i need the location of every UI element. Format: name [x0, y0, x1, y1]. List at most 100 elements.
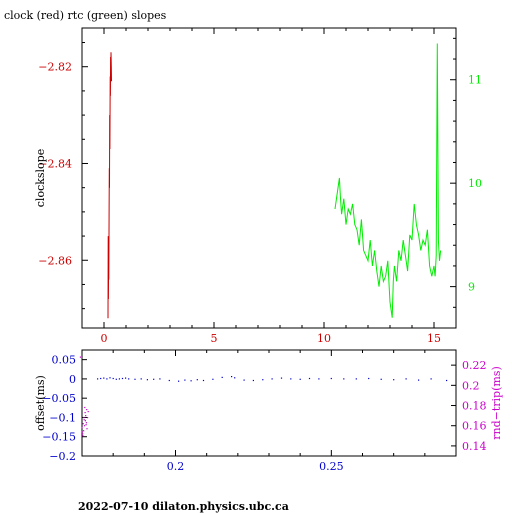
point-offset: [290, 378, 292, 380]
point-offset: [393, 379, 395, 381]
point-rnd-trip: [82, 435, 84, 437]
point-rnd-trip: [83, 419, 85, 421]
point-rnd-trip: [85, 424, 87, 426]
point-rnd-trip: [83, 417, 85, 419]
point-offset: [97, 378, 99, 380]
point-offset: [153, 378, 155, 380]
point-rnd-trip: [84, 406, 86, 409]
point-offset: [159, 378, 161, 380]
y-tick-label-left: −0.1: [49, 411, 76, 424]
y-axis-label-left: offset(ms): [34, 375, 47, 431]
y-tick-label-right: 9: [468, 281, 475, 294]
point-offset: [134, 378, 136, 380]
point-offset: [103, 377, 105, 379]
point-rnd-trip: [85, 422, 87, 424]
point-offset: [308, 377, 311, 380]
y-tick-label-left: −0.15: [42, 431, 76, 444]
point-offset: [109, 377, 111, 379]
y-tick-label-right: 0.16: [462, 420, 487, 433]
point-offset: [418, 379, 420, 381]
point-offset: [184, 379, 186, 381]
point-offset: [280, 377, 283, 379]
point-rnd-trip: [87, 411, 89, 413]
point-offset: [262, 379, 264, 381]
point-offset: [128, 378, 130, 380]
point-offset: [100, 377, 102, 380]
bottom-plot-frame: [81, 349, 457, 457]
y-tick-label-right: 0.18: [462, 400, 487, 413]
y-tick-label-right: 0.22: [462, 359, 487, 372]
top-plot-frame: [81, 27, 457, 329]
point-offset: [118, 378, 120, 380]
point-rnd-trip: [86, 428, 88, 430]
point-offset: [190, 380, 192, 382]
point-rnd-trip: [82, 423, 84, 425]
point-offset: [343, 378, 345, 380]
point-offset: [231, 376, 233, 378]
point-offset: [115, 378, 117, 380]
x-tick-label: 0: [101, 332, 108, 345]
y-axis-label: clockslope: [34, 149, 47, 207]
point-offset: [125, 377, 127, 379]
point-offset: [146, 379, 148, 381]
x-tick-label: 10: [317, 332, 331, 345]
point-offset: [106, 378, 108, 380]
point-offset: [330, 377, 332, 380]
point-rnd-trip: [82, 433, 84, 435]
y-tick-label-right: 10: [468, 177, 482, 190]
point-rnd-trip: [83, 430, 85, 432]
y-tick-label-right: 0.2: [462, 379, 480, 392]
point-offset: [299, 378, 301, 380]
point-rnd-trip: [81, 431, 83, 433]
point-offset: [243, 379, 245, 381]
point-offset: [196, 379, 198, 381]
point-rnd-trip: [83, 425, 86, 427]
point-offset: [140, 378, 142, 380]
point-offset: [355, 378, 357, 380]
y-tick-label-left: −0.05: [42, 392, 76, 405]
y-tick-label-left: −0.2: [49, 450, 76, 463]
point-offset: [121, 377, 124, 380]
point-rnd-trip: [85, 415, 87, 417]
chart-title: clock (red) rtc (green) slopes: [4, 9, 167, 22]
point-offset: [405, 378, 407, 380]
point-rnd-trip: [84, 420, 86, 422]
point-offset: [446, 379, 448, 382]
point-rnd-trip: [84, 412, 86, 414]
point-offset: [202, 379, 205, 382]
point-rnd-trip: [86, 409, 88, 411]
series-clock-line: [107, 52, 112, 319]
point-offset: [234, 377, 236, 379]
y-tick-label-left: −2.82: [38, 61, 72, 74]
point-offset: [252, 379, 254, 382]
y-tick-label-left: −2.86: [38, 254, 72, 267]
x-tick-label: 0.2: [167, 460, 185, 473]
point-rnd-trip: [87, 417, 89, 419]
point-offset: [368, 377, 370, 380]
point-offset: [168, 379, 170, 382]
point-rnd-trip: [81, 427, 83, 429]
y-tick-label-left: 0: [69, 373, 76, 386]
x-tick-label: 15: [427, 332, 441, 345]
point-offset: [271, 378, 273, 380]
top-panel: 0 5 10 15 −2.82 −2.84 −2.86 9 10 11 clockslope: [34, 28, 482, 345]
y-tick-label-right: 0.14: [462, 440, 487, 453]
point-offset: [380, 378, 382, 380]
point-offset: [318, 378, 320, 380]
y-axis-label-right: rnd−trip(ms): [490, 366, 503, 440]
y-tick-label-left: −2.84: [38, 157, 72, 170]
bottom-panel: 0.2 0.25 0.05 0 −0.05 −0.1 −0.15 −0.2 0.22 0.2 0.1…: [34, 350, 503, 473]
point-offset: [178, 380, 180, 382]
point-offset: [221, 376, 223, 378]
point-offset: [212, 378, 214, 380]
point-offset: [430, 378, 432, 380]
x-tick-label: 5: [211, 332, 218, 345]
y-tick-label-left: 0.05: [52, 354, 77, 367]
series-rtc-line: [334, 43, 442, 318]
point-offset: [112, 377, 114, 380]
y-tick-label-right: 11: [468, 74, 482, 87]
point-rnd-trip: [79, 356, 81, 358]
x-tick-label: 0.25: [319, 460, 344, 473]
footer-host-date: 2022-07-10 dilaton.physics.ubc.ca: [78, 500, 289, 513]
